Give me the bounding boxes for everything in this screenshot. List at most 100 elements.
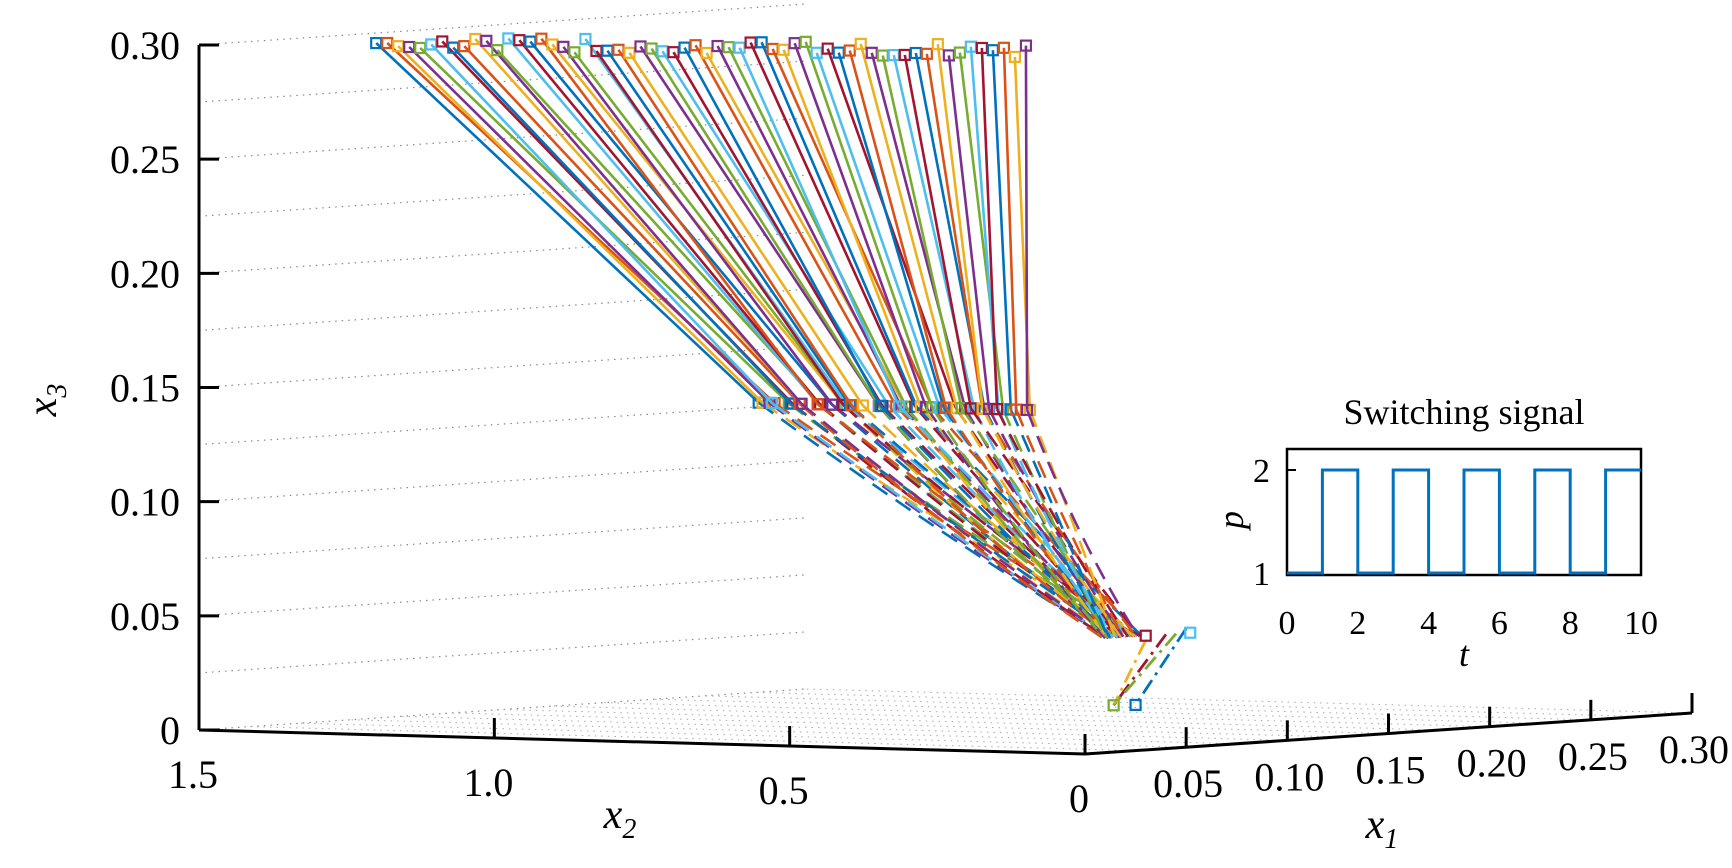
trajectory-marker [990,403,1004,416]
trajectory-segment [1001,408,1108,639]
inset-ylabel: p [1211,511,1251,532]
trajectory-marker [964,402,978,415]
trajectory-segment [683,47,882,407]
x1-tick-label: 0.10 [1254,754,1324,799]
inset-title: Switching signal [1344,392,1585,432]
trajectory-segment [878,405,1114,639]
x2-axis-label: x2 [603,792,637,845]
trajectory-segment [997,408,1115,639]
grid-line [198,402,807,446]
trajectory-segment [760,41,918,408]
inset-x-tick-label: 10 [1624,605,1658,642]
trajectory-segment [831,403,1113,639]
trajectory-segment [936,43,985,409]
x3-tick-label: 0.25 [110,137,180,182]
trajectory-segment [771,401,1112,639]
trajectory-segment [650,47,881,407]
x2-axis-line [198,728,1086,756]
trajectory-segment [1024,45,1029,410]
x3-tick-label: 0.20 [110,251,180,296]
trajectory-segment [474,38,803,405]
trajectory-segment [452,46,792,405]
trajectory-segment [738,47,901,407]
trajectory-segment [661,50,891,407]
grid-line [451,712,1338,738]
trajectory-segment [981,408,1123,639]
trajectory-marker [843,44,856,57]
grid-line [704,695,1591,721]
trajectory-marker [689,39,702,52]
inset-x-tick-label: 2 [1349,605,1366,642]
trajectory-marker [1129,698,1142,712]
grid-line [654,698,1541,724]
trajectory-segment [980,47,999,410]
x2-tick-label: 0 [1069,776,1089,821]
trajectory-segment [617,49,853,406]
trajectory-marker [480,34,493,47]
trajectory-marker [755,36,768,49]
trajectory-segment [944,407,1112,639]
trajectory-segment [375,42,760,404]
trajectory-marker [845,399,858,412]
trajectory-segment [639,45,880,407]
inset-y-tick-label: 1 [1253,556,1270,593]
trajectory-segment [903,54,973,409]
trajectory-segment [496,49,822,406]
trajectory-segment [995,408,1129,638]
trajectory-segment [540,37,819,406]
trajectory-segment [1134,627,1188,706]
trajectory-segment [757,401,1110,640]
trajectory-segment [848,50,948,409]
trajectory-segment [1015,409,1125,638]
grid-line [350,719,1237,745]
trajectory-marker [920,47,933,60]
trajectory-marker [1139,629,1152,642]
grid-line [805,688,1693,714]
trajectory-segment [815,52,941,408]
trajectories-layer [370,32,1197,712]
trajectory-segment [1025,409,1139,637]
trajectory-segment [793,42,928,408]
trajectory-segment [800,402,1111,640]
trajectory-segment [518,39,821,406]
grid-line [300,722,1187,748]
trajectory-marker [765,396,778,410]
grid-line [198,345,807,389]
x3-tick-label: 0.15 [110,366,180,411]
trajectory-segment [1028,409,1117,638]
trajectory-segment [888,405,1131,638]
trajectory-marker [1019,39,1033,52]
trajectory-segment [1112,632,1178,707]
x2-tick-label: 1.5 [168,752,218,797]
trajectory-segment [955,407,1109,639]
trajectory-marker [856,399,869,412]
trajectory-marker [931,38,944,51]
trajectory-segment [716,45,903,408]
x1-tick-label: 0.15 [1356,748,1426,793]
trajectory-segment [1112,633,1168,707]
trajectory-segment [408,46,771,404]
grid-line [502,709,1389,734]
trajectory-marker [1184,626,1197,639]
x2-tick-label: 1.0 [463,760,513,805]
trajectory-marker [811,398,824,411]
trajectory-segment [859,43,958,409]
trajectory-marker [568,46,581,59]
grid-line [553,705,1440,731]
trajectory-marker [491,44,504,57]
trajectory-marker [854,37,867,50]
inset-x-tick-label: 0 [1279,605,1296,642]
x1-tick-label: 0.05 [1153,761,1223,806]
trajectory-segment [925,53,984,409]
trajectory-marker [795,397,808,410]
inset-x-tick-label: 8 [1562,605,1579,642]
trajectory-segment [905,405,1106,639]
trajectory-marker [458,40,471,53]
inset-x-tick-label: 6 [1491,605,1508,642]
trajectory-marker [700,46,713,60]
grid-line [198,574,807,617]
trajectory-marker [893,400,906,413]
trajectory-marker [976,402,989,415]
